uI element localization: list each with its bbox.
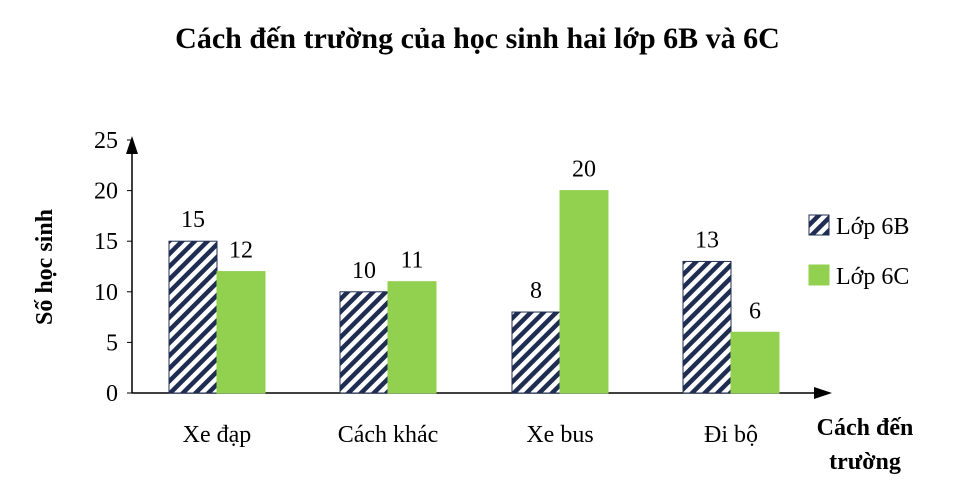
legend-label: Lớp 6C [836, 264, 909, 290]
data-label: 8 [530, 278, 542, 304]
y-tick-label: 25 [94, 128, 118, 154]
bar-6c [387, 281, 437, 394]
bar-6b [339, 291, 389, 394]
bar-6b [168, 240, 218, 394]
legend-label: Lớp 6B [836, 214, 909, 240]
y-tick-label: 20 [94, 179, 118, 205]
bar-6c [730, 331, 780, 394]
y-axis-arrow [126, 136, 138, 154]
bar-6b [511, 311, 561, 394]
y-tick-label: 5 [106, 330, 118, 356]
y-tick-label: 0 [106, 381, 118, 407]
x-tick-label: Xe đạp [183, 422, 252, 448]
data-label: 13 [695, 227, 719, 253]
y-axis-label: Số học sinh [32, 209, 58, 325]
x-tick-label: Xe bus [526, 422, 593, 448]
y-tick-label: 15 [94, 229, 118, 255]
bar-6b [682, 260, 732, 394]
legend-swatch [808, 264, 830, 286]
bar-6c [216, 271, 266, 394]
x-tick-label: Cách khác [338, 422, 439, 448]
data-label: 6 [749, 298, 761, 324]
x-tick-label: Đi bộ [704, 422, 758, 448]
legend-swatch [808, 214, 830, 236]
x-axis-arrow [814, 387, 832, 399]
data-label: 20 [572, 157, 596, 183]
data-label: 12 [229, 238, 253, 264]
bar-6c [559, 190, 609, 394]
data-label: 15 [181, 207, 205, 233]
data-label: 10 [352, 258, 376, 284]
data-label: 11 [400, 248, 423, 274]
chart-title: Cách đến trường của học sinh hai lớp 6B … [175, 22, 780, 55]
y-tick-label: 10 [94, 280, 118, 306]
x-axis-label: Cách đến trường [817, 415, 914, 475]
